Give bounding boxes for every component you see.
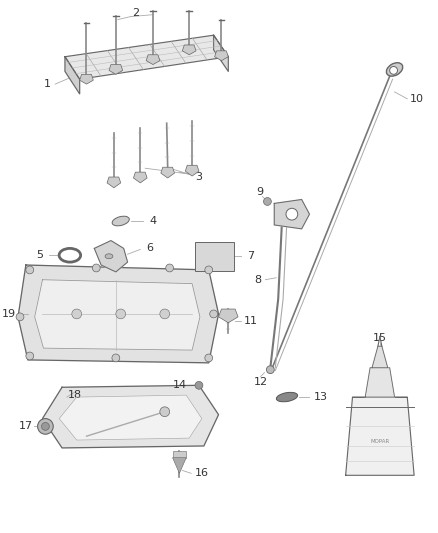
Polygon shape bbox=[94, 240, 127, 272]
Polygon shape bbox=[215, 51, 228, 61]
Circle shape bbox=[205, 354, 213, 362]
Circle shape bbox=[195, 382, 203, 389]
Circle shape bbox=[116, 309, 126, 319]
Text: 7: 7 bbox=[247, 251, 254, 261]
Polygon shape bbox=[219, 309, 238, 323]
FancyBboxPatch shape bbox=[195, 241, 234, 271]
Text: 6: 6 bbox=[147, 244, 154, 253]
Circle shape bbox=[210, 310, 218, 318]
Polygon shape bbox=[173, 451, 186, 458]
Polygon shape bbox=[134, 172, 147, 183]
Polygon shape bbox=[65, 56, 80, 94]
Circle shape bbox=[166, 264, 173, 272]
Polygon shape bbox=[35, 280, 200, 350]
Polygon shape bbox=[65, 35, 228, 79]
Text: 15: 15 bbox=[373, 333, 387, 343]
Text: 12: 12 bbox=[254, 377, 268, 387]
Ellipse shape bbox=[276, 392, 297, 402]
Circle shape bbox=[390, 67, 398, 74]
Polygon shape bbox=[146, 55, 160, 64]
Polygon shape bbox=[182, 45, 196, 55]
Text: 16: 16 bbox=[195, 469, 209, 478]
Text: 11: 11 bbox=[244, 316, 258, 326]
Text: 5: 5 bbox=[36, 251, 43, 260]
Ellipse shape bbox=[105, 254, 113, 259]
Circle shape bbox=[266, 366, 274, 374]
Polygon shape bbox=[80, 74, 93, 84]
Ellipse shape bbox=[386, 63, 403, 76]
Circle shape bbox=[26, 352, 34, 360]
Circle shape bbox=[286, 208, 298, 220]
Ellipse shape bbox=[112, 216, 129, 226]
Circle shape bbox=[72, 309, 81, 319]
Circle shape bbox=[160, 309, 170, 319]
Text: 19: 19 bbox=[2, 309, 16, 319]
Polygon shape bbox=[109, 64, 123, 74]
Polygon shape bbox=[346, 397, 414, 475]
Circle shape bbox=[42, 423, 49, 430]
Text: 4: 4 bbox=[149, 216, 156, 226]
Polygon shape bbox=[185, 165, 199, 176]
Polygon shape bbox=[18, 265, 219, 363]
Polygon shape bbox=[372, 346, 388, 368]
Polygon shape bbox=[214, 35, 228, 71]
Text: 9: 9 bbox=[256, 187, 263, 197]
Text: 8: 8 bbox=[254, 274, 261, 285]
Text: 3: 3 bbox=[195, 172, 202, 182]
Text: 17: 17 bbox=[19, 422, 33, 431]
Circle shape bbox=[92, 264, 100, 272]
Polygon shape bbox=[365, 368, 395, 397]
Circle shape bbox=[16, 313, 24, 321]
Text: MOPAR: MOPAR bbox=[370, 439, 389, 443]
Polygon shape bbox=[173, 458, 186, 473]
Text: 13: 13 bbox=[314, 392, 328, 402]
Text: 14: 14 bbox=[172, 381, 187, 390]
Text: 1: 1 bbox=[44, 79, 51, 89]
Text: 18: 18 bbox=[68, 390, 82, 400]
Polygon shape bbox=[59, 395, 202, 440]
Circle shape bbox=[160, 407, 170, 417]
Circle shape bbox=[38, 418, 53, 434]
Circle shape bbox=[264, 198, 271, 205]
Polygon shape bbox=[42, 385, 219, 448]
Polygon shape bbox=[274, 199, 310, 229]
Circle shape bbox=[205, 266, 213, 274]
Polygon shape bbox=[107, 177, 121, 188]
Text: 10: 10 bbox=[410, 94, 424, 104]
Text: 2: 2 bbox=[132, 7, 139, 18]
Circle shape bbox=[26, 266, 34, 274]
Circle shape bbox=[112, 354, 120, 362]
Polygon shape bbox=[161, 167, 174, 178]
